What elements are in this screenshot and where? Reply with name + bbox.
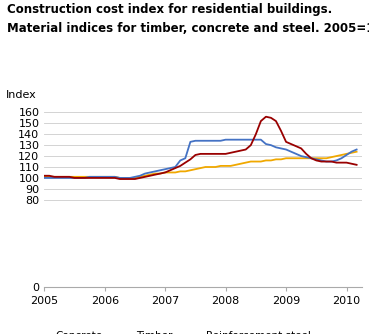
Reinforcement steel	[203, 152, 208, 156]
Reinforcement steel	[133, 177, 137, 181]
Timber	[128, 176, 132, 180]
Text: Construction cost index for residential buildings.: Construction cost index for residential …	[7, 3, 332, 16]
Timber	[354, 148, 359, 152]
Timber	[198, 139, 203, 143]
Concrete	[133, 176, 137, 180]
Concrete	[203, 165, 208, 169]
Timber	[349, 150, 354, 154]
Concrete	[42, 175, 46, 179]
Reinforcement steel	[42, 174, 46, 178]
Line: Concrete: Concrete	[44, 152, 356, 178]
Reinforcement steel	[354, 163, 359, 167]
Line: Reinforcement steel: Reinforcement steel	[44, 117, 356, 179]
Reinforcement steel	[143, 175, 147, 179]
Concrete	[349, 151, 354, 155]
Timber	[42, 176, 46, 180]
Concrete	[193, 167, 198, 171]
Timber	[264, 142, 268, 146]
Reinforcement steel	[269, 116, 273, 120]
Reinforcement steel	[349, 162, 354, 166]
Concrete	[143, 174, 147, 178]
Reinforcement steel	[264, 115, 268, 119]
Legend: Concrete, Timber, Reinforcement steel: Concrete, Timber, Reinforcement steel	[24, 327, 314, 334]
Timber	[223, 138, 228, 142]
Line: Timber: Timber	[44, 140, 356, 178]
Timber	[138, 174, 142, 178]
Text: Material indices for timber, concrete and steel. 2005=100: Material indices for timber, concrete an…	[7, 22, 369, 35]
Concrete	[264, 158, 268, 162]
Text: Index: Index	[6, 90, 37, 100]
Reinforcement steel	[193, 153, 198, 157]
Concrete	[118, 176, 122, 180]
Timber	[188, 140, 193, 144]
Reinforcement steel	[118, 177, 122, 181]
Concrete	[354, 150, 359, 154]
